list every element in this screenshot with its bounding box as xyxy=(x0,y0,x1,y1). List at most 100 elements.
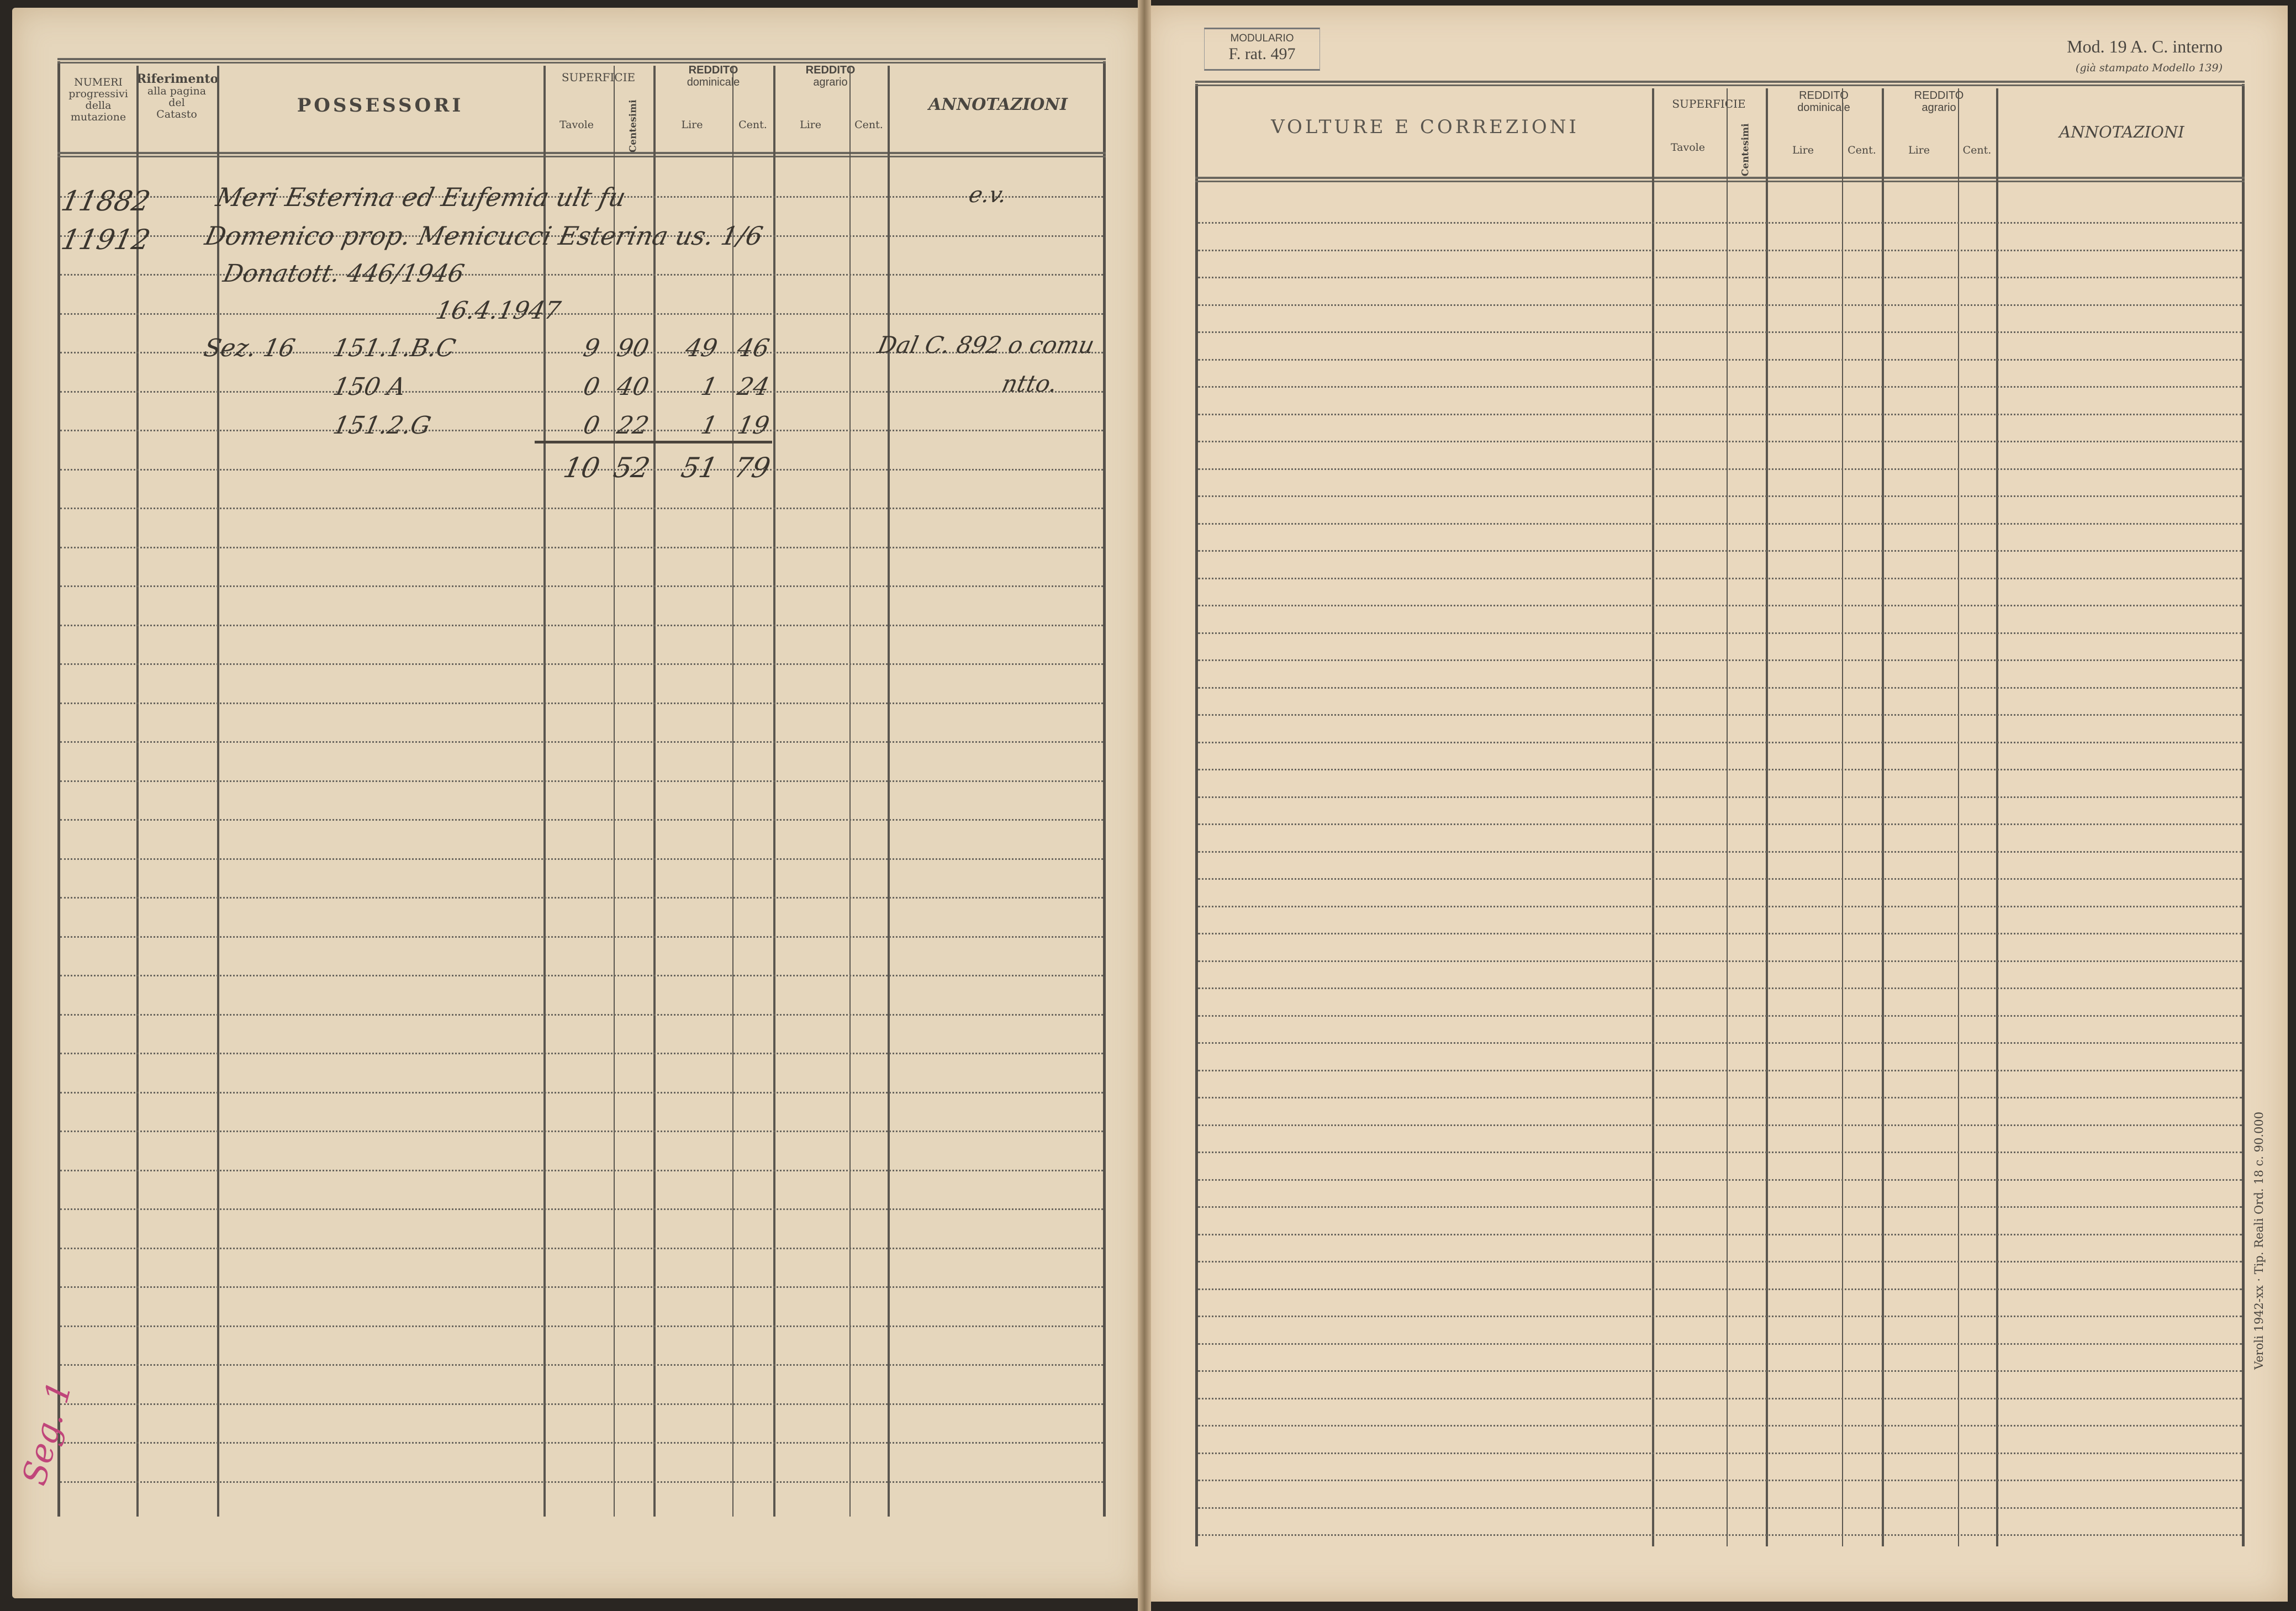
header-text: NUMERI xyxy=(74,76,123,88)
row-rule xyxy=(60,1403,1103,1405)
header-text: REDDITO xyxy=(1914,89,1964,102)
header-text: Riferimento xyxy=(136,72,219,86)
book-spine xyxy=(1138,0,1151,1611)
row-rule xyxy=(1198,358,2242,361)
row-rule xyxy=(1198,1480,2242,1481)
row-rule xyxy=(1198,605,2242,606)
row-rule xyxy=(1198,277,2242,278)
row-rule xyxy=(1198,304,2242,306)
row-rule xyxy=(60,1053,1103,1054)
annotation: ntto. xyxy=(999,370,1060,397)
row-rule xyxy=(60,390,1103,393)
row-rule xyxy=(60,897,1103,899)
owner-line: Domenico prop. Menicucci Esterina us. 1/… xyxy=(202,221,766,251)
parcel-tavole: 0 xyxy=(580,411,603,440)
row-rule xyxy=(1198,878,2242,880)
column-rule xyxy=(732,66,733,1517)
header-text: Catasto xyxy=(156,108,197,120)
model-title: Mod. 19 A. C. interno xyxy=(2067,36,2223,56)
header-tavole: Tavole xyxy=(1670,141,1706,154)
row-rule xyxy=(60,430,1103,431)
row-rule xyxy=(1198,1343,2242,1345)
row-rule xyxy=(1198,1507,2242,1509)
modulario-code: F. rat. 497 xyxy=(1228,45,1296,63)
header-reddito-agrario: REDDITO agrario xyxy=(773,64,888,88)
total-tavole: 10 xyxy=(561,452,603,484)
parcel-tavole: 0 xyxy=(580,373,603,401)
row-rule xyxy=(1198,441,2242,442)
row-rule xyxy=(1198,1233,2242,1235)
row-rule xyxy=(1198,686,2242,689)
row-rule xyxy=(1198,1097,2242,1098)
row-rule xyxy=(1198,550,2242,552)
header-text: REDDITO xyxy=(1799,89,1849,102)
row-rule xyxy=(1198,823,2242,825)
column-rule xyxy=(1652,88,1654,1546)
row-rule xyxy=(60,1208,1103,1210)
column-rule xyxy=(653,66,656,1517)
header-lire: Lire xyxy=(799,119,822,131)
row-rule xyxy=(60,819,1103,821)
row-rule xyxy=(1198,796,2242,798)
header-top-rule xyxy=(57,58,1106,64)
header-text: della xyxy=(85,99,112,112)
owner-line: Donatott. 446/1946 xyxy=(220,260,467,288)
column-rule xyxy=(543,66,546,1517)
header-text: progressivi xyxy=(68,87,128,100)
row-rule xyxy=(1198,769,2242,770)
row-rule xyxy=(1198,905,2242,907)
column-rule xyxy=(614,66,615,1517)
section-label: Sez. 16 xyxy=(201,334,298,362)
header-possessori: POSSESSORI xyxy=(297,94,464,117)
right-register-table: VOLTURE E CORREZIONI SUPERFICIE Tavole C… xyxy=(1195,81,2245,1546)
parcel-cent: 19 xyxy=(735,411,772,440)
row-rule xyxy=(1198,1179,2242,1181)
row-rule xyxy=(1198,1206,2242,1208)
parcel-number: 151.1.B.C xyxy=(330,334,458,362)
row-rule xyxy=(1198,468,2242,470)
column-rule xyxy=(136,66,139,1517)
row-rule xyxy=(1198,1316,2242,1317)
header-text: REDDITO xyxy=(805,64,856,76)
header-centesimi: Centesimi xyxy=(627,99,639,153)
row-rule xyxy=(1198,495,2242,497)
header-text: agrario xyxy=(813,76,848,88)
column-rule xyxy=(849,66,851,1517)
row-rule xyxy=(60,274,1103,276)
model-subtitle: (già stampato Modello 139) xyxy=(2076,62,2223,74)
row-rule xyxy=(60,1169,1103,1171)
row-rule xyxy=(60,780,1103,782)
row-rule xyxy=(60,352,1103,353)
total-cent: 79 xyxy=(731,452,773,484)
total-rule xyxy=(535,441,772,443)
header-cent: Cent. xyxy=(1848,144,1876,156)
header-annotazioni: ANNOTAZIONI xyxy=(2059,123,2184,141)
row-rule xyxy=(1198,413,2242,415)
row-rule xyxy=(1198,851,2242,853)
left-page xyxy=(12,8,1144,1598)
row-rule xyxy=(60,235,1103,237)
header-text: REDDITO xyxy=(688,64,738,76)
column-rule xyxy=(1882,88,1884,1546)
left-register-table: NUMERI progressivi della mutazione Rifer… xyxy=(57,58,1106,1517)
entry-date: 16.4.1947 xyxy=(433,297,563,325)
header-bottom-rule xyxy=(1195,177,2245,182)
header-text: agrario xyxy=(1922,102,1956,114)
header-top-rule xyxy=(1195,81,2245,86)
total-centesimi: 52 xyxy=(610,452,653,484)
header-lire: Lire xyxy=(1792,144,1814,156)
header-reddito-dominicale: REDDITO dominicale xyxy=(653,64,773,88)
parcel-lire: 1 xyxy=(698,411,720,440)
parcel-lire: 1 xyxy=(698,373,720,401)
row-rule xyxy=(60,702,1103,704)
row-rule xyxy=(60,1364,1103,1366)
header-superficie: SUPERFICIE xyxy=(1672,97,1746,110)
header-volture: VOLTURE E CORREZIONI xyxy=(1271,116,1579,138)
row-rule xyxy=(1198,1152,2242,1153)
row-rule xyxy=(1198,1015,2242,1017)
row-rule xyxy=(1198,714,2242,716)
mutation-number: 11912 xyxy=(58,224,154,256)
header-superficie: SUPERFICIE xyxy=(561,71,636,84)
parcel-cent: 24 xyxy=(735,373,772,401)
header-reddito-agrario: REDDITO agrario xyxy=(1882,89,1996,114)
